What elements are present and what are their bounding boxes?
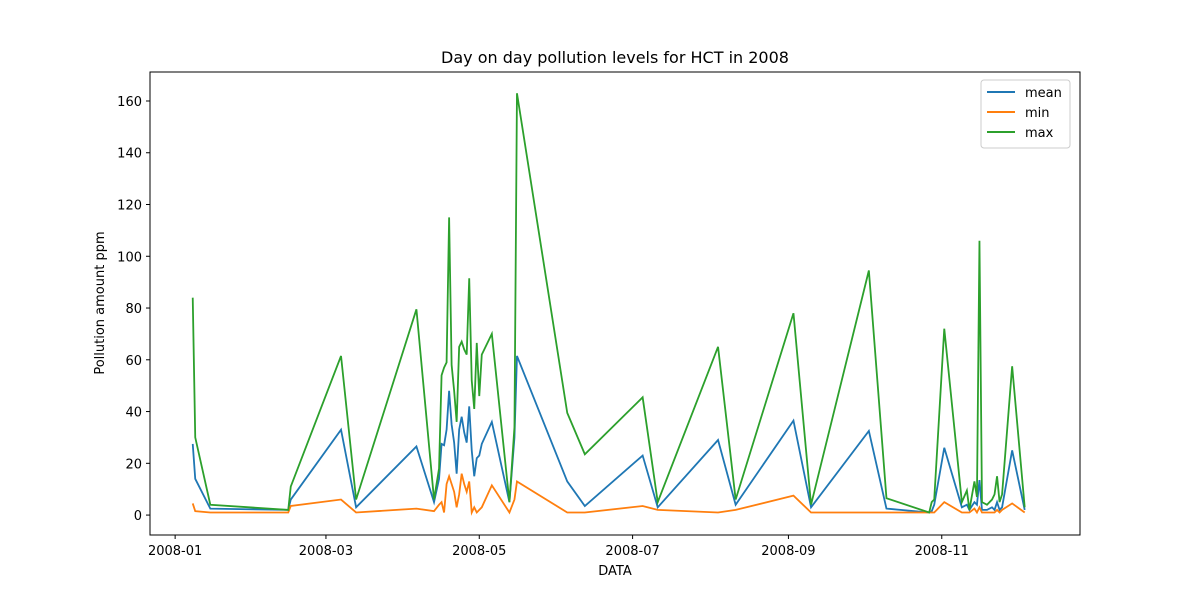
y-axis-label: Pollution amount ppm: [93, 231, 108, 374]
y-tick-label: 0: [134, 509, 142, 524]
y-tick-label: 60: [125, 354, 142, 369]
x-tick-label: 2008-09: [761, 544, 815, 559]
y-tick-label: 160: [117, 95, 142, 110]
chart-title: Day on day pollution levels for HCT in 2…: [441, 48, 789, 67]
legend-label: max: [1025, 126, 1054, 141]
legend-label: mean: [1025, 86, 1062, 101]
x-tick-label: 2008-03: [299, 544, 353, 559]
y-tick-label: 100: [117, 250, 142, 265]
x-tick-label: 2008-07: [605, 544, 659, 559]
y-tick-label: 40: [125, 406, 142, 421]
y-tick-label: 80: [125, 302, 142, 317]
plot-frame: [149, 71, 1081, 536]
series-line: [191, 93, 1026, 514]
series-line: [191, 355, 1026, 514]
legend-label: min: [1025, 106, 1050, 121]
x-tick-label: 2008-11: [915, 544, 969, 559]
x-tick-label: 2008-05: [452, 544, 506, 559]
y-tick-label: 140: [117, 147, 142, 162]
x-axis-label: DATA: [598, 564, 632, 579]
x-tick-label: 2008-01: [148, 544, 202, 559]
series-line: [191, 473, 1026, 516]
y-tick-label: 120: [117, 199, 142, 214]
y-tick-label: 20: [125, 457, 142, 472]
